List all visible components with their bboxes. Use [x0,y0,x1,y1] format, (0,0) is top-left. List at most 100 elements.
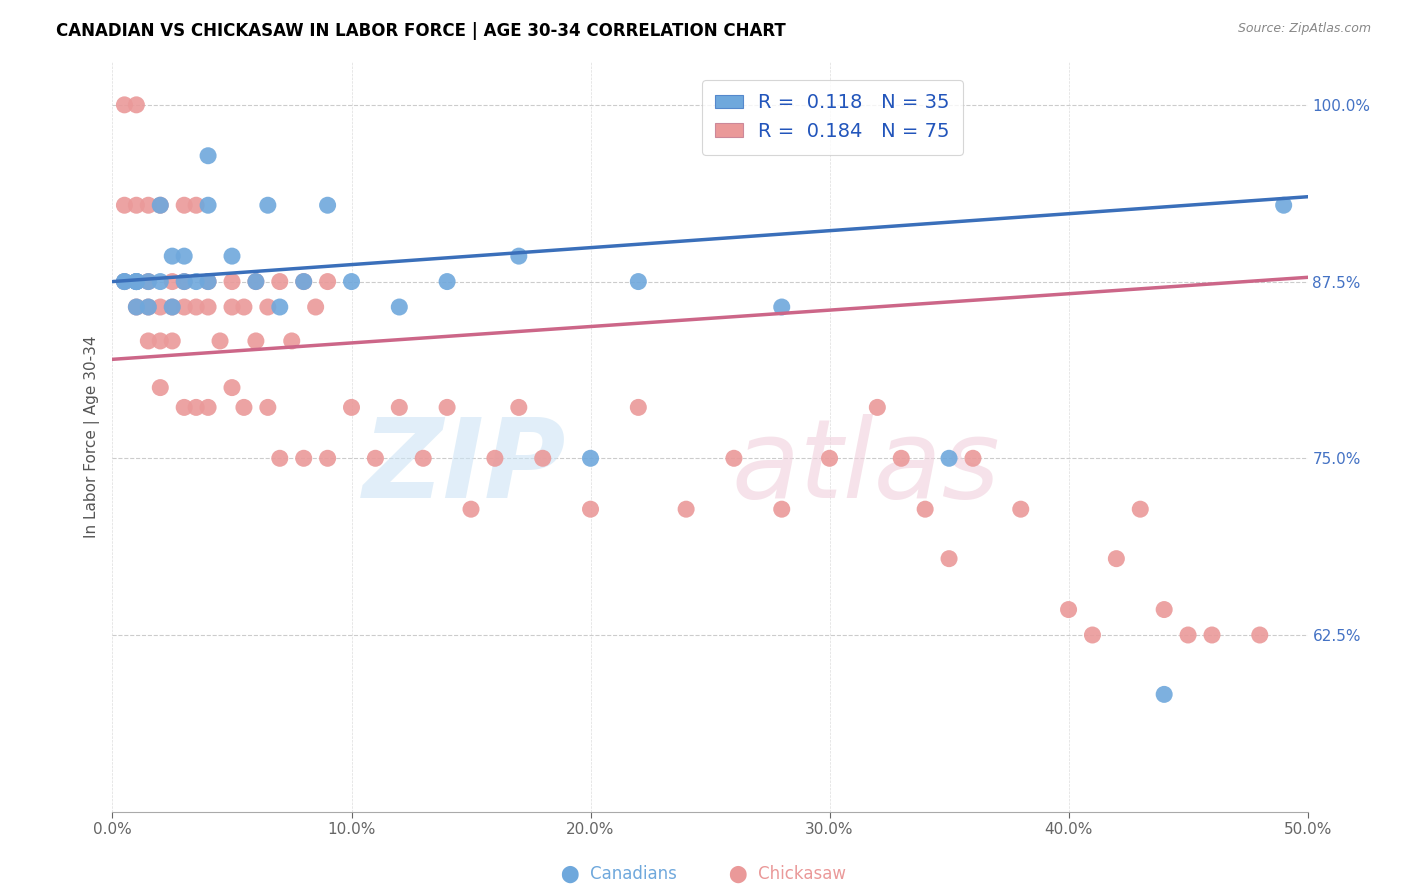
Point [114,98,135,112]
Point [508,401,530,415]
Point [1129,502,1152,516]
Point [173,275,195,289]
Text: ⬤  Canadians: ⬤ Canadians [561,865,676,883]
Point [388,300,411,314]
Point [245,275,267,289]
Point [173,198,195,212]
Point [173,300,195,314]
Point [1201,628,1223,642]
Point [125,275,148,289]
Point [125,300,148,314]
Point [1057,602,1080,616]
Point [245,275,267,289]
Point [723,451,745,466]
Text: atlas: atlas [731,414,1000,521]
Point [149,334,172,348]
Point [292,275,315,289]
Point [579,451,602,466]
Point [233,401,256,415]
Point [531,451,554,466]
Point [173,275,195,289]
Point [412,451,434,466]
Point [269,300,291,314]
Legend: R =  0.118   N = 35, R =  0.184   N = 75: R = 0.118 N = 35, R = 0.184 N = 75 [702,79,963,154]
Text: CANADIAN VS CHICKASAW IN LABOR FORCE | AGE 30-34 CORRELATION CHART: CANADIAN VS CHICKASAW IN LABOR FORCE | A… [56,22,786,40]
Point [221,381,243,395]
Point [675,502,697,516]
Point [162,249,183,263]
Point [890,451,912,466]
Point [162,334,183,348]
Text: Source: ZipAtlas.com: Source: ZipAtlas.com [1237,22,1371,36]
Point [197,401,219,415]
Point [186,300,208,314]
Point [269,275,291,289]
Point [866,401,889,415]
Point [770,502,793,516]
Point [149,300,172,314]
Point [340,275,363,289]
Point [1272,198,1295,212]
Point [233,300,256,314]
Point [186,275,208,289]
Point [149,198,172,212]
Point [125,275,148,289]
Point [316,451,339,466]
Y-axis label: In Labor Force | Age 30-34: In Labor Force | Age 30-34 [83,335,100,539]
Point [138,275,160,289]
Point [221,275,243,289]
Text: ⬤  Chickasaw: ⬤ Chickasaw [728,865,846,883]
Point [1177,628,1199,642]
Point [197,275,219,289]
Point [114,275,135,289]
Point [292,451,315,466]
Point [197,300,219,314]
Point [364,451,387,466]
Point [138,300,160,314]
Point [162,275,183,289]
Point [1249,628,1271,642]
Point [162,300,183,314]
Point [114,275,135,289]
Point [125,275,148,289]
Point [186,198,208,212]
Point [770,300,793,314]
Point [221,249,243,263]
Point [1153,687,1175,701]
Point [460,502,482,516]
Point [316,198,339,212]
Point [125,98,148,112]
Point [627,401,650,415]
Point [221,300,243,314]
Point [579,502,602,516]
Point [340,401,363,415]
Point [138,334,160,348]
Point [914,502,936,516]
Point [305,300,328,314]
Point [114,275,135,289]
Point [125,275,148,289]
Point [316,275,339,289]
Point [436,275,458,289]
Point [138,198,160,212]
Point [938,451,960,466]
Point [197,149,219,163]
Point [162,300,183,314]
Point [938,551,960,566]
Point [1153,602,1175,616]
Point [269,451,291,466]
Point [962,451,984,466]
Point [388,401,411,415]
Point [125,198,148,212]
Point [292,275,315,289]
Point [125,300,148,314]
Point [125,275,148,289]
Point [1010,502,1032,516]
Point [186,401,208,415]
Point [245,334,267,348]
Point [257,401,280,415]
Point [508,249,530,263]
Point [197,198,219,212]
Point [138,300,160,314]
Point [149,381,172,395]
